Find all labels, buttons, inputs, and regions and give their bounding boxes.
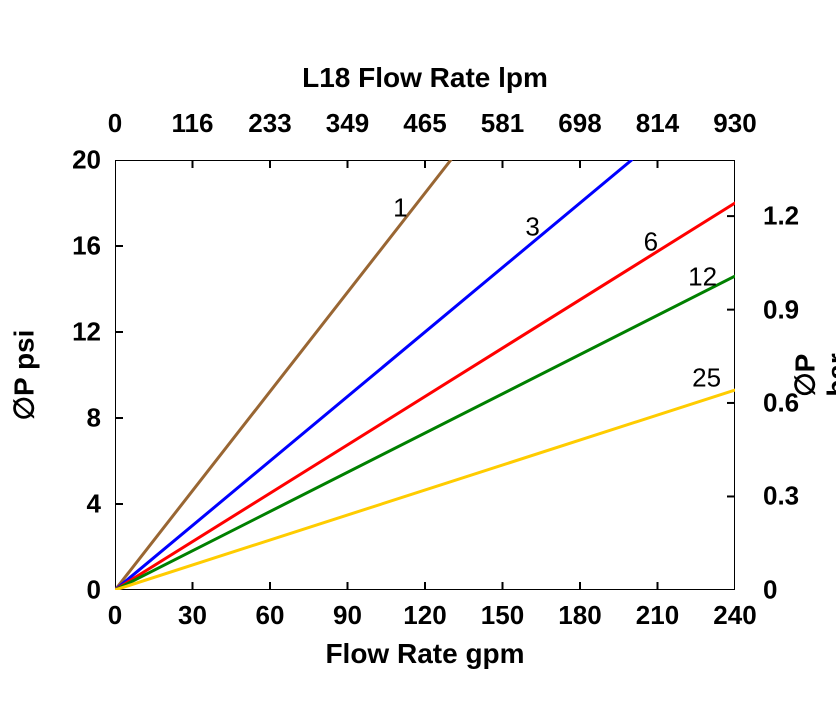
x-top-tick-label: 581 (481, 108, 524, 139)
x-bottom-tick-label: 120 (403, 600, 446, 631)
x-bottom-tick-label: 240 (713, 600, 756, 631)
series-label: 6 (644, 226, 658, 257)
series-label: 12 (688, 261, 717, 292)
x-top-tick-label: 814 (636, 108, 679, 139)
series-label: 3 (525, 211, 539, 242)
top-axis-title: L18 Flow Rate lpm (302, 62, 548, 94)
y-left-tick-label: 8 (87, 403, 101, 434)
x-bottom-tick-label: 90 (333, 600, 362, 631)
y-left-tick-label: 16 (72, 231, 101, 262)
x-top-tick-label: 465 (403, 108, 446, 139)
x-bottom-tick-label: 150 (481, 600, 524, 631)
x-bottom-tick-label: 0 (108, 600, 122, 631)
series-label: 25 (692, 363, 721, 394)
x-top-tick-label: 233 (248, 108, 291, 139)
y-right-tick-label: 0 (763, 575, 777, 606)
y-left-tick-label: 20 (72, 145, 101, 176)
x-bottom-tick-label: 210 (636, 600, 679, 631)
y-right-tick-label: 1.2 (763, 201, 799, 232)
y-right-tick-label: 0.9 (763, 294, 799, 325)
x-top-tick-label: 930 (713, 108, 756, 139)
chart-stage: L18 Flow Rate lpm Flow Rate gpm ∅P psi ∅… (0, 0, 836, 702)
x-top-tick-label: 116 (172, 108, 214, 139)
y-right-tick-label: 0.6 (763, 387, 799, 418)
plot-area (115, 160, 735, 590)
bottom-axis-title: Flow Rate gpm (325, 638, 524, 670)
x-top-tick-label: 0 (108, 108, 122, 139)
y-right-tick-label: 0.3 (763, 481, 799, 512)
x-top-tick-label: 698 (558, 108, 601, 139)
left-axis-title: ∅P psi (8, 330, 41, 421)
x-bottom-tick-label: 30 (178, 600, 207, 631)
y-left-tick-label: 0 (87, 575, 101, 606)
y-left-tick-label: 12 (72, 317, 101, 348)
x-bottom-tick-label: 60 (256, 600, 285, 631)
y-left-tick-label: 4 (87, 489, 101, 520)
series-label: 1 (393, 193, 407, 224)
x-top-tick-label: 349 (326, 108, 369, 139)
x-bottom-tick-label: 180 (558, 600, 601, 631)
